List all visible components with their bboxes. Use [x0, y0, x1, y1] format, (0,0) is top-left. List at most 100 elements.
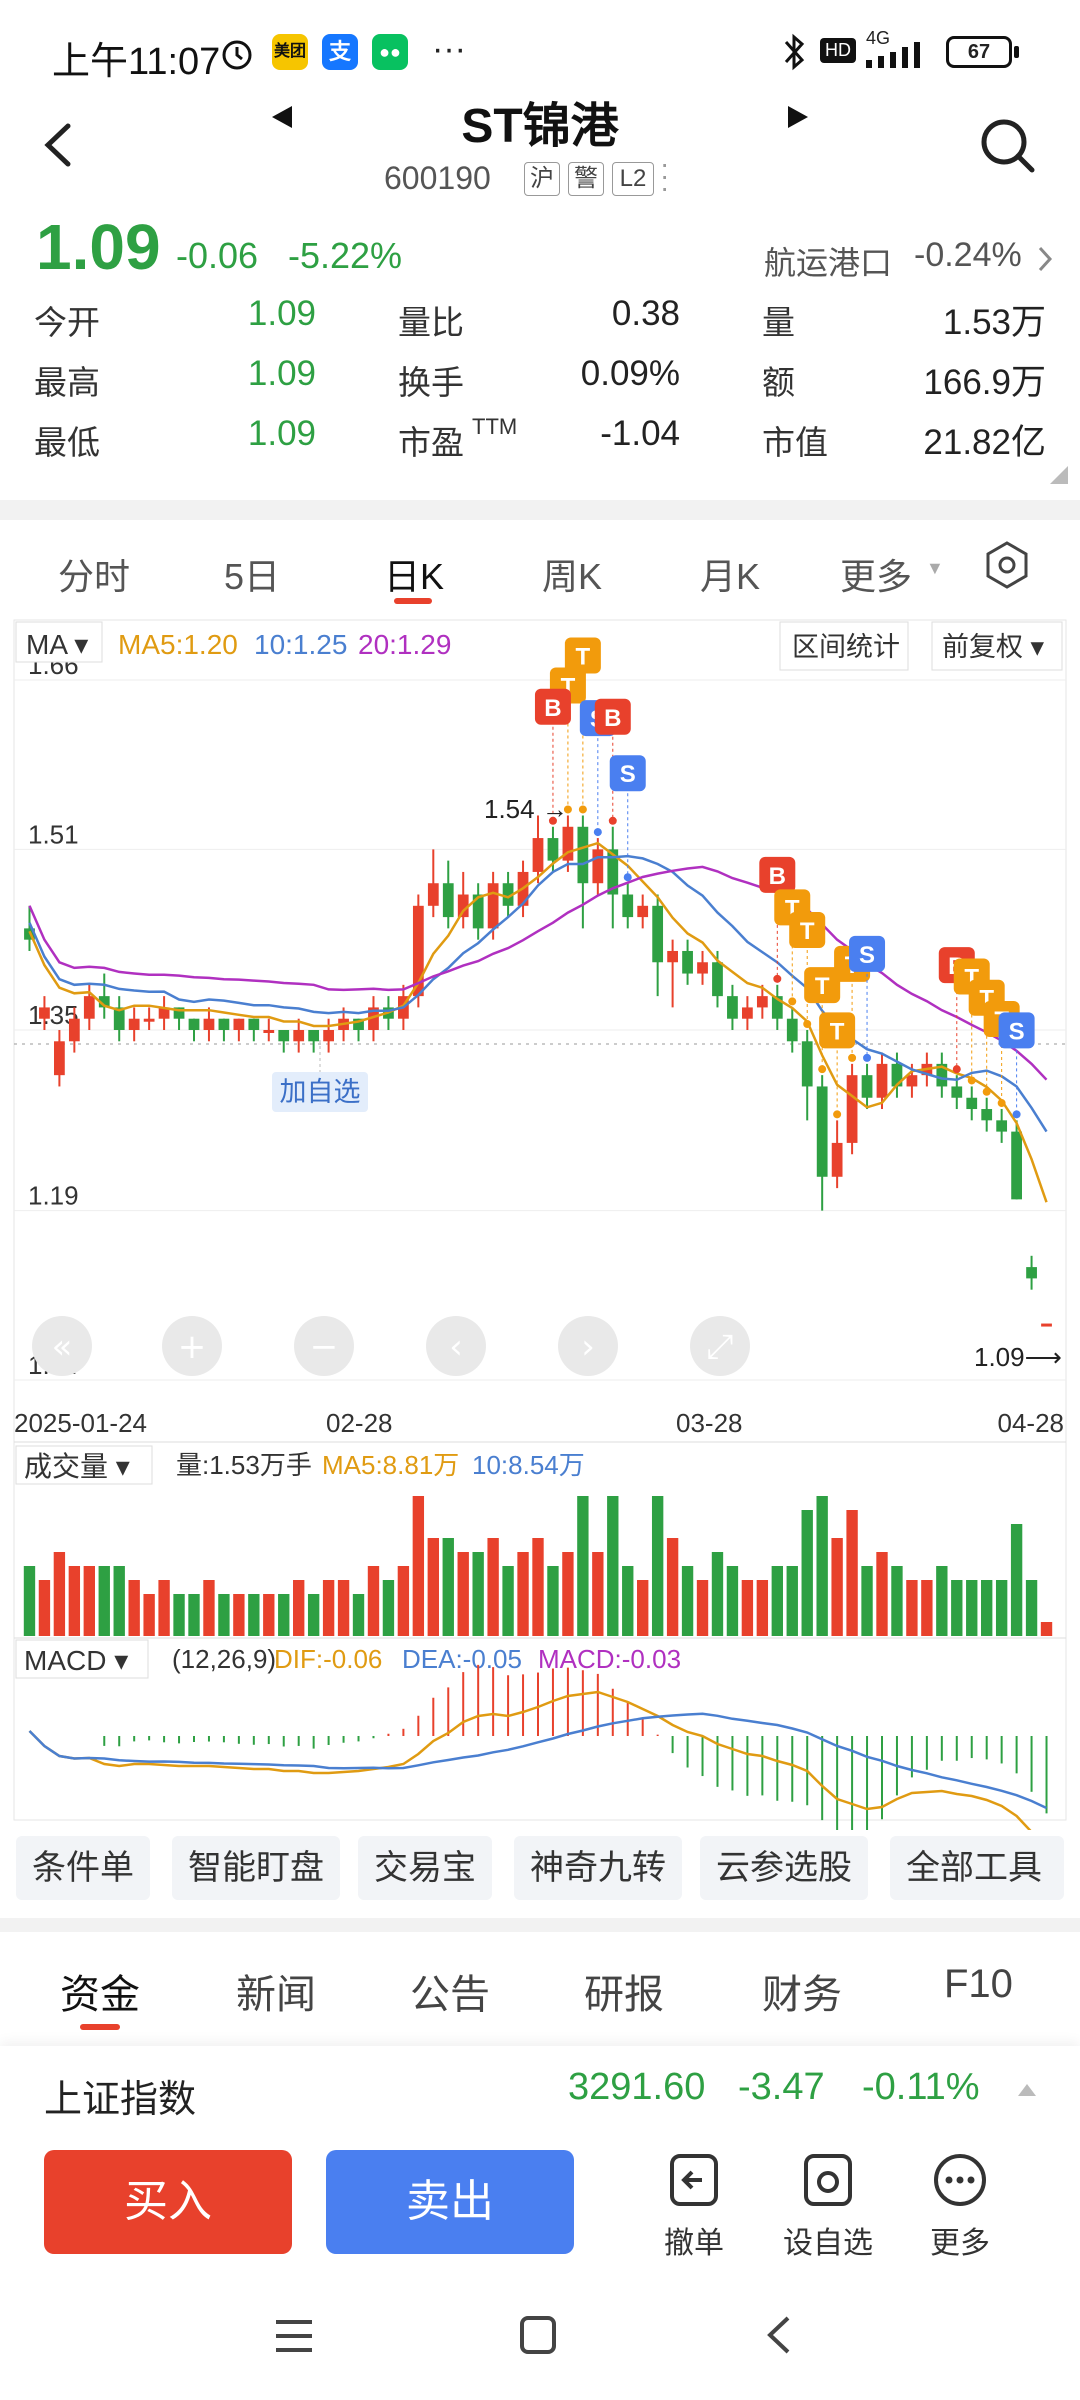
candle-body: [622, 894, 634, 918]
volume-bar: [1025, 1580, 1038, 1636]
chart-nav-button[interactable]: [294, 1316, 354, 1376]
back-icon[interactable]: [38, 120, 78, 170]
macd-dif-line: [28, 1690, 1032, 1830]
volume-bar: [517, 1552, 529, 1636]
buy-button[interactable]: 买入: [44, 2150, 292, 2254]
signal-badge-text: B: [604, 705, 621, 732]
adjust-button[interactable]: [931, 621, 1063, 671]
signal-badge-text: T: [830, 1018, 845, 1045]
chevron-right-icon[interactable]: [1036, 244, 1056, 274]
period-tab[interactable]: 周K: [542, 556, 603, 597]
chart-nav-button[interactable]: [690, 1316, 750, 1376]
more-icon[interactable]: [932, 2152, 988, 2208]
ma20-label: 20:1.29: [358, 629, 451, 660]
expand-up-icon[interactable]: [1016, 2080, 1038, 2098]
signal-badge-text: S: [859, 942, 875, 969]
volume-bar: [502, 1566, 514, 1636]
quote-label: 最低: [34, 424, 100, 461]
home-icon[interactable]: [518, 2314, 558, 2356]
sell-button[interactable]: 卖出: [326, 2150, 574, 2254]
ma-selector: [15, 621, 103, 663]
tool-chip[interactable]: 智能盯盘: [172, 1836, 340, 1900]
candle-body: [457, 894, 469, 918]
adjust-label: 前复权 ▾: [942, 632, 1045, 662]
chart-nav-button[interactable]: [162, 1316, 222, 1376]
nav-back-icon[interactable]: [764, 2314, 794, 2356]
range-stats-label: 区间统计: [792, 632, 900, 662]
signal-dot: [803, 1020, 812, 1028]
kline-chart[interactable]: 1.661.511.351.191.04MA ▾MA5:1.2010:1.252…: [0, 610, 1080, 1830]
tool-chip[interactable]: 条件单: [16, 1836, 150, 1900]
period-tab[interactable]: 分时: [58, 556, 131, 597]
tool-chip[interactable]: 交易宝: [358, 1836, 492, 1900]
volume-bar: [307, 1594, 320, 1636]
volume-bar: [711, 1552, 724, 1636]
volume-selector[interactable]: [15, 1445, 153, 1485]
add-watch-icon[interactable]: [800, 2152, 856, 2208]
menu-icon[interactable]: [272, 2316, 316, 2356]
period-tab[interactable]: 日K: [384, 556, 445, 597]
volume-bar: [801, 1510, 813, 1636]
candle-body: [1041, 1323, 1052, 1327]
volume-bar: [143, 1594, 155, 1636]
range-stats-button[interactable]: [779, 621, 909, 671]
cancel-order-label[interactable]: 撤单: [664, 2227, 724, 2260]
period-tab[interactable]: 更多: [840, 556, 913, 597]
chart-nav-icon: ⤢: [706, 1327, 733, 1367]
add-watch-chip[interactable]: [272, 1072, 368, 1112]
prev-stock-icon[interactable]: [268, 102, 298, 132]
candle-body: [1011, 1131, 1022, 1200]
next-stock-icon[interactable]: [782, 102, 812, 132]
more-dropdown-icon[interactable]: ▼: [926, 558, 944, 578]
expand-corner-icon[interactable]: [1050, 466, 1068, 484]
candle-body: [831, 1142, 843, 1177]
signal-badge: [564, 637, 601, 674]
chart-nav-button[interactable]: [426, 1316, 486, 1376]
bluetooth-icon: [784, 33, 805, 71]
add-watch-label[interactable]: 设自选: [783, 2227, 873, 2260]
sector-change[interactable]: -0.24%: [914, 236, 1022, 274]
sector-name[interactable]: 航运港口: [764, 245, 893, 281]
volume-bar: [995, 1580, 1008, 1636]
volume-bar: [382, 1580, 395, 1636]
volume-bar: [337, 1580, 350, 1636]
stock-title: ST锦港: [461, 100, 619, 153]
more-label[interactable]: 更多: [930, 2227, 990, 2260]
volume-bar: [696, 1580, 709, 1636]
chart-nav-button[interactable]: [558, 1316, 618, 1376]
macd-selector[interactable]: [15, 1639, 149, 1679]
quote-label: 最高: [34, 364, 100, 401]
volume-bar: [622, 1566, 634, 1636]
candle-body: [951, 1086, 963, 1098]
info-tab[interactable]: 资金: [60, 1973, 140, 2017]
ma10-label: 10:1.25: [254, 629, 347, 660]
search-icon[interactable]: [978, 116, 1038, 176]
signal-badge-text: B: [769, 863, 786, 890]
settings-hex-icon[interactable]: [982, 540, 1032, 590]
info-tab[interactable]: 新闻: [236, 1973, 316, 2017]
cancel-order-icon[interactable]: [666, 2152, 722, 2208]
more-vertical-icon[interactable]: · · ·: [660, 148, 670, 203]
tool-chip[interactable]: 云参选股: [700, 1836, 868, 1900]
info-tab[interactable]: 财务: [762, 1973, 842, 2017]
more-notifications-icon: ···: [432, 30, 466, 68]
system-nav-bar: [0, 2280, 1080, 2400]
tool-chip[interactable]: 神奇九转: [514, 1836, 682, 1900]
period-tab[interactable]: 5日: [224, 556, 281, 597]
quote-value: 1.53万: [942, 303, 1046, 342]
price-change-pct: -5.22%: [288, 235, 403, 276]
info-tab[interactable]: F10: [944, 1962, 1013, 2006]
period-tab[interactable]: 月K: [700, 556, 761, 597]
candle-body: [577, 826, 589, 884]
volume-bar: [966, 1580, 978, 1636]
tool-chip[interactable]: 全部工具: [890, 1836, 1064, 1900]
info-tab[interactable]: 公告: [410, 1973, 490, 2017]
index-name[interactable]: 上证指数: [44, 2079, 197, 2121]
signal-dot: [848, 1053, 857, 1062]
chart-nav-button[interactable]: [32, 1316, 92, 1376]
volume-bar: [113, 1566, 125, 1636]
signal-dot: [1012, 1110, 1021, 1119]
add-watch-chip-label: 加自选: [280, 1077, 361, 1107]
info-tab[interactable]: 研报: [584, 1973, 664, 2017]
macd-selector-label: MACD ▾: [24, 1645, 128, 1676]
